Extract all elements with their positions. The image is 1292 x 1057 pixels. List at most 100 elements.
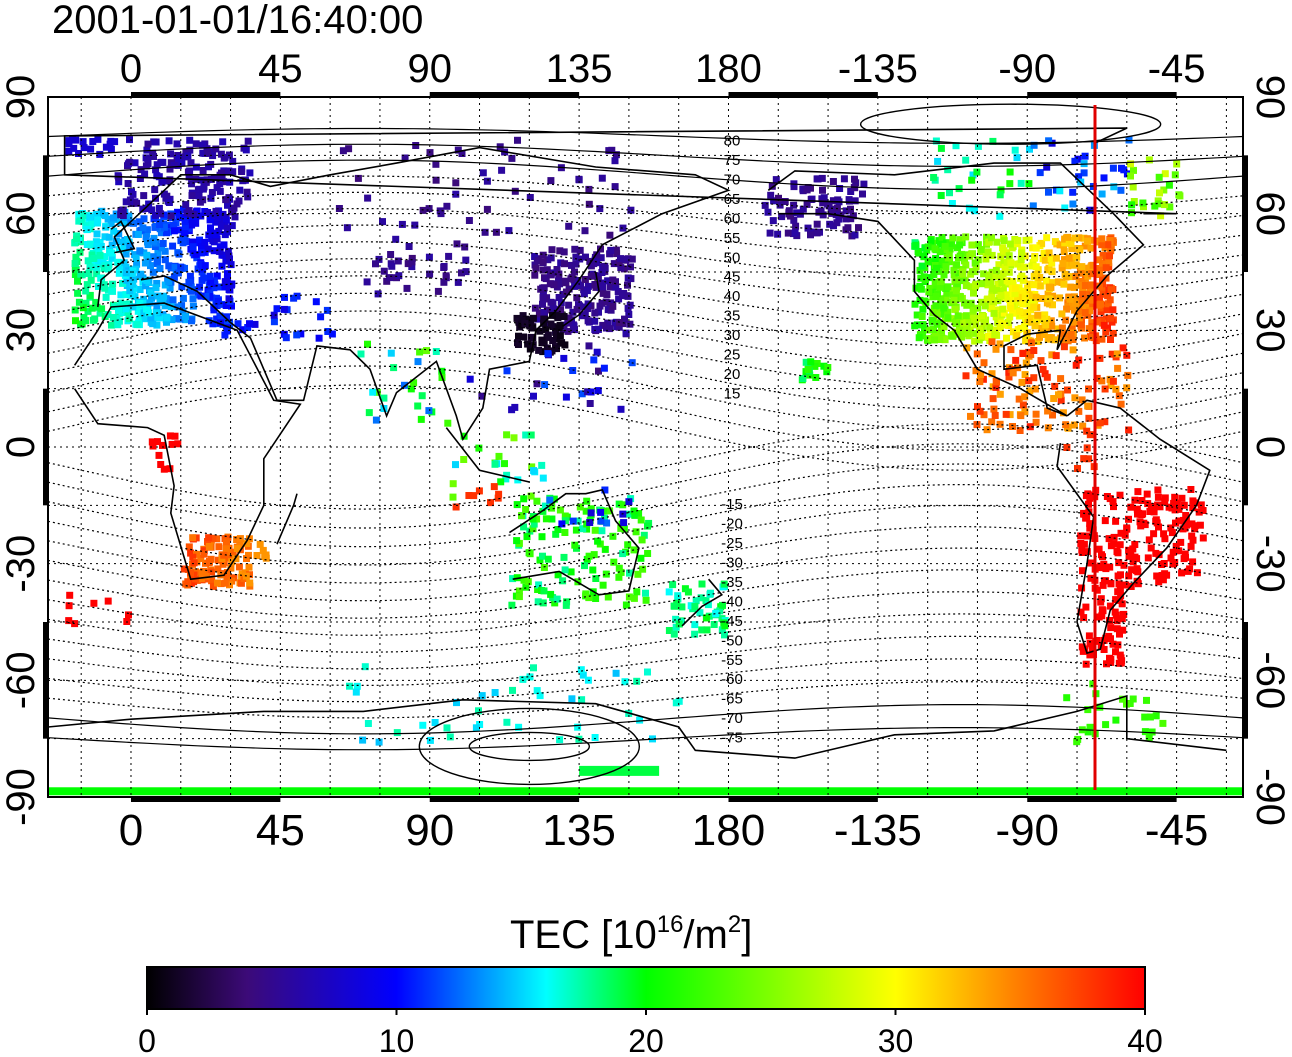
tec-cell [1103,660,1110,668]
tec-cell [179,294,187,302]
tec-cell [1115,559,1123,567]
tec-cell [1120,166,1128,174]
tec-cell [527,431,535,439]
tec-cell [201,238,209,246]
tec-cell [567,275,575,283]
tec-cell [526,550,534,558]
contour-line [48,159,1243,190]
tec-cell [1036,333,1043,341]
tec-cell [443,202,451,210]
tec-cell [1048,259,1056,267]
tec-cell [598,527,606,535]
tec-cell [534,586,542,593]
colorbar-tick-label: 30 [878,1023,914,1057]
tec-cell [177,263,185,271]
tec-cell [999,305,1007,313]
tec-cell [126,196,134,204]
tec-cell [120,259,128,267]
tec-cell [1021,371,1029,379]
tec-cell [137,271,145,279]
tec-cell [197,261,205,268]
tec-cell [1141,728,1149,736]
tec-cell [606,325,614,333]
tec-cell [1014,237,1022,244]
tec-cell [511,403,519,411]
tec-cell [959,324,967,332]
tec-cell [606,231,614,239]
tec-cell [1063,694,1071,702]
tec-cell [1007,259,1015,267]
tec-cell [1117,529,1125,537]
tec-cell [618,292,626,300]
tec-cell [615,573,623,581]
tec-cell [967,283,975,291]
tec-cell [536,692,544,700]
tec-cell [317,313,325,321]
tec-cell [619,224,627,232]
tec-cell [556,332,564,340]
tec-cell [418,392,426,400]
tec-cell [1077,540,1085,547]
tec-cell [1064,386,1071,394]
tec-cell [186,167,194,175]
coastlines [48,127,1227,759]
tec-cell [1044,266,1052,274]
contour-line [48,207,1243,259]
tec-cell [94,216,102,224]
tec-cell [811,362,819,370]
frame-bar [130,92,281,97]
tec-cell [1161,535,1169,543]
tec-cell [972,321,980,329]
tec-cell [911,300,919,308]
tec-cell [1146,713,1154,721]
tec-cell [842,207,850,215]
tec-cell [192,163,200,171]
tec-cell [197,212,205,220]
tec-cell [539,294,547,302]
tec-cell [1017,412,1025,420]
tec-cell [404,260,412,268]
tec-cell [1077,532,1085,540]
tec-cell [96,238,104,246]
tec-cell [670,602,678,610]
tec-cell [1083,548,1091,556]
tec-cell [383,277,391,285]
tec-cell [1155,200,1163,208]
top-longitude-ticks: 0 45 90 135 180 -135 -90 -45 [120,47,1206,91]
tec-cell [994,281,1002,288]
tec-cell [188,317,195,325]
tec-cell [221,331,229,339]
tec-cell [76,248,84,256]
tec-cell [982,255,990,263]
tec-cell [954,330,962,338]
tec-cell [188,221,196,229]
tec-cell [1051,382,1059,390]
tec-cell [934,157,942,165]
tec-cell [1109,164,1117,172]
tec-cell [434,287,442,295]
tec-cell [803,200,811,208]
tec-cell [141,170,149,178]
tec-cell [1083,427,1091,435]
tec-cell [1161,201,1168,209]
tec-cell [946,258,953,266]
tec-cell [829,178,837,185]
tec-cell [491,689,499,696]
tec-cell [205,534,213,542]
tec-cell [199,149,207,157]
tec-cell [148,438,156,446]
contour-label: -25 [721,535,743,552]
tec-cell [635,510,643,517]
tec-cell [76,217,84,225]
tec-cell [587,509,595,517]
tec-cell [1048,267,1056,275]
tec-cell [214,297,222,305]
tec-cell [417,415,425,423]
tec-cell [72,317,79,325]
pole-contour [468,731,591,762]
tec-cell [446,733,454,741]
tec-cell [1086,723,1094,731]
tec-cell [502,475,510,483]
tec-cell [1064,337,1072,345]
tec-cell [411,221,419,229]
